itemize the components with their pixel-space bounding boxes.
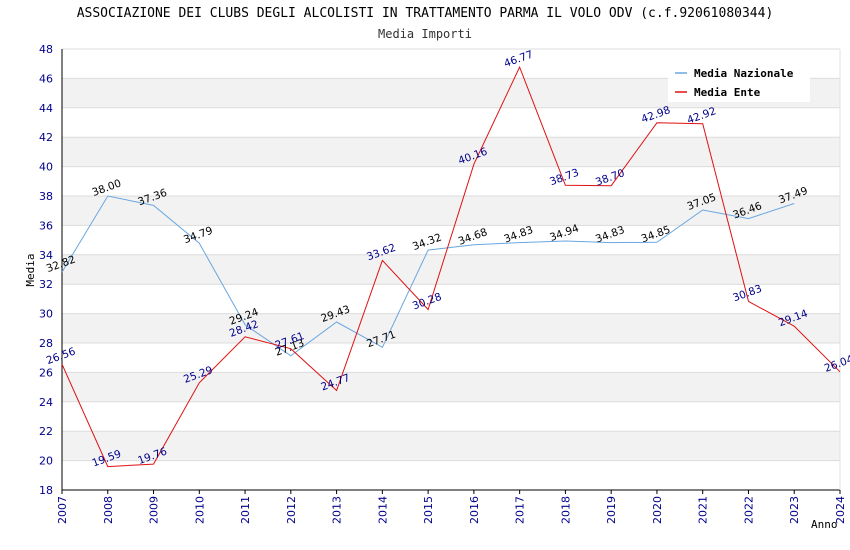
x-tick-label: 2023 bbox=[788, 496, 801, 524]
y-tick-label: 22 bbox=[39, 425, 53, 438]
x-tick-label: 2009 bbox=[148, 496, 161, 524]
y-tick-label: 24 bbox=[39, 396, 53, 409]
x-tick-label: 2016 bbox=[468, 496, 481, 524]
x-tick-label: 2022 bbox=[742, 496, 755, 524]
x-tick-label: 2012 bbox=[285, 496, 298, 524]
chart-title: ASSOCIAZIONE DEI CLUBS DEGLI ALCOLISTI I… bbox=[76, 6, 774, 21]
series-lines bbox=[61, 65, 841, 468]
x-axis-title: Anno bbox=[811, 518, 838, 531]
x-tick-label: 2019 bbox=[605, 496, 618, 524]
x-tick-label: 2015 bbox=[422, 496, 435, 524]
x-tick-label: 2014 bbox=[376, 496, 389, 524]
grid-lines bbox=[62, 48, 840, 491]
grid-band bbox=[62, 254, 840, 285]
axes bbox=[61, 49, 841, 494]
data-label: 30.28 bbox=[411, 291, 443, 313]
x-tick-label: 2010 bbox=[193, 496, 206, 524]
y-tick-label: 30 bbox=[39, 308, 53, 321]
y-tick-label: 36 bbox=[39, 219, 53, 232]
x-tick-label: 2024 bbox=[834, 496, 847, 524]
y-axis-title: Media bbox=[24, 253, 37, 286]
x-tick-label: 2008 bbox=[102, 496, 115, 524]
y-tick-label: 26 bbox=[39, 366, 53, 379]
y-tick-label: 40 bbox=[39, 161, 53, 174]
data-label: 30.83 bbox=[731, 283, 763, 305]
x-tick-label: 2017 bbox=[514, 496, 527, 524]
grid-band bbox=[62, 431, 840, 461]
legend-entry: Media Nazionale bbox=[694, 67, 794, 80]
y-tick-label: 38 bbox=[39, 190, 53, 203]
legend: Media Nazionale Media Ente bbox=[668, 62, 810, 102]
grid-band bbox=[62, 196, 840, 226]
x-tick-label: 2013 bbox=[331, 496, 344, 524]
series-line-0 bbox=[61, 195, 795, 357]
y-tick-label: 20 bbox=[39, 455, 53, 468]
x-tick-label: 2018 bbox=[559, 496, 572, 524]
chart-subtitle: Media Importi bbox=[378, 27, 472, 41]
data-label: 26.04 bbox=[823, 353, 850, 375]
x-tick-label: 2011 bbox=[239, 496, 252, 524]
y-tick-label: 32 bbox=[39, 278, 53, 291]
data-label: 46.77 bbox=[502, 48, 534, 70]
grid-band bbox=[62, 313, 840, 343]
series-line-1 bbox=[61, 65, 841, 468]
y-tick-label: 42 bbox=[39, 131, 53, 144]
y-tick-label: 46 bbox=[39, 72, 53, 85]
legend-entry: Media Ente bbox=[694, 86, 761, 99]
grid-band bbox=[62, 137, 840, 167]
x-tick-label: 2021 bbox=[697, 496, 710, 524]
grid-band bbox=[62, 372, 840, 402]
y-tick-label: 34 bbox=[39, 249, 53, 262]
x-tick-label: 2007 bbox=[56, 496, 69, 524]
y-tick-label: 18 bbox=[39, 484, 53, 497]
data-label: 34.32 bbox=[411, 231, 443, 253]
legend-box bbox=[668, 62, 810, 102]
y-tick-label: 48 bbox=[39, 43, 53, 56]
y-tick-label: 28 bbox=[39, 337, 53, 350]
grid-bands bbox=[62, 78, 840, 461]
x-tick-label: 2020 bbox=[651, 496, 664, 524]
y-tick-label: 44 bbox=[39, 102, 53, 115]
